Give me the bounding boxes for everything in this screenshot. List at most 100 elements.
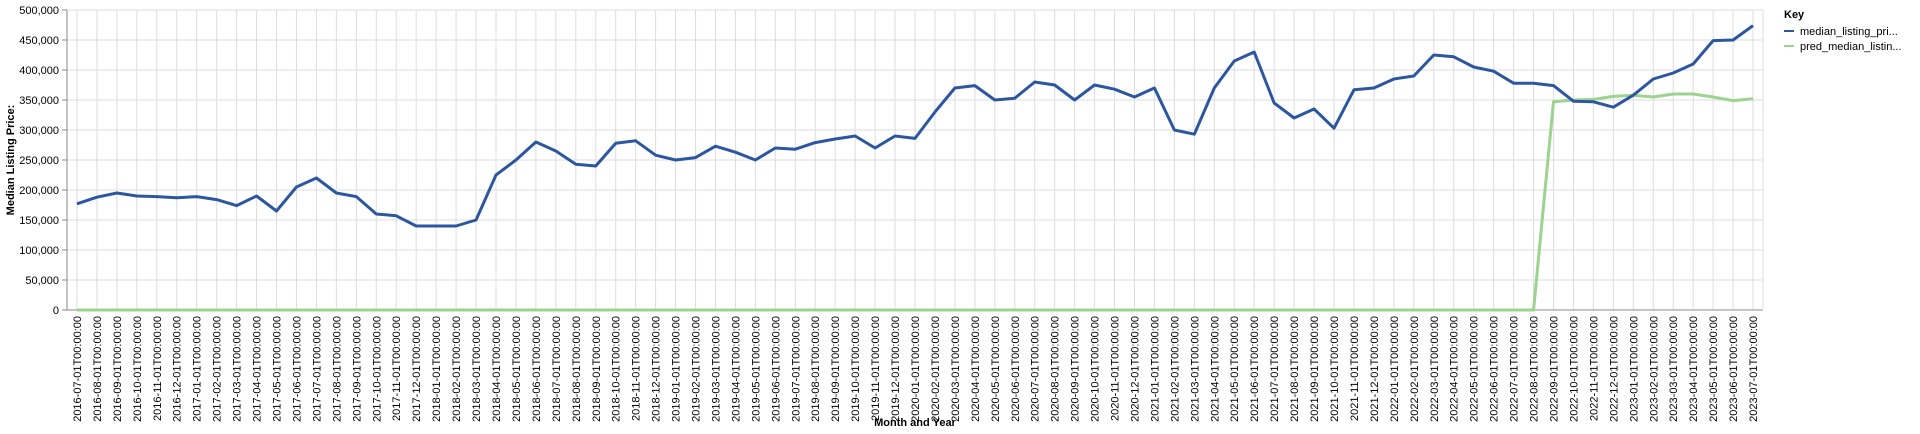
x-tick-label: 2018-08-01T00:00:00	[571, 316, 583, 422]
x-tick-label: 2018-11-01T00:00:00	[631, 316, 643, 421]
x-tick-label: 2017-10-01T00:00:00	[371, 316, 383, 422]
x-tick-label: 2021-02-01T00:00:00	[1169, 316, 1181, 422]
x-tick-label: 2019-02-01T00:00:00	[691, 316, 703, 422]
x-tick-label: 2019-10-01T00:00:00	[850, 316, 862, 422]
x-tick-label: 2018-01-01T00:00:00	[431, 316, 443, 422]
x-tick-label: 2020-08-01T00:00:00	[1050, 316, 1062, 422]
x-tick-label: 2020-03-01T00:00:00	[950, 316, 962, 422]
x-tick-label: 2023-05-01T00:00:00	[1708, 316, 1720, 422]
y-tick-label: 400,000	[19, 65, 59, 77]
x-tick-label: 2021-06-01T00:00:00	[1249, 316, 1261, 422]
x-tick-label: 2023-04-01T00:00:00	[1688, 316, 1700, 422]
x-tick-label: 2016-10-01T00:00:00	[132, 316, 144, 422]
x-tick-label: 2021-08-01T00:00:00	[1289, 316, 1301, 422]
x-tick-label: 2023-03-01T00:00:00	[1668, 316, 1680, 422]
y-tick-label: 100,000	[19, 245, 59, 257]
y-tick-label: 450,000	[19, 35, 59, 47]
x-tick-label: 2019-09-01T00:00:00	[830, 316, 842, 422]
x-tick-label: 2020-02-01T00:00:00	[930, 316, 942, 422]
x-tick-label: 2020-06-01T00:00:00	[1010, 316, 1022, 422]
x-tick-label: 2020-09-01T00:00:00	[1070, 316, 1082, 422]
x-tick-label: 2023-01-01T00:00:00	[1628, 316, 1640, 422]
y-tick-label: 350,000	[19, 95, 59, 107]
x-tick-label: 2022-07-01T00:00:00	[1509, 316, 1521, 422]
x-tick-label: 2018-09-01T00:00:00	[591, 316, 603, 422]
x-tick-label: 2020-05-01T00:00:00	[990, 316, 1002, 422]
y-tick-label: 250,000	[19, 155, 59, 167]
x-tick-label: 2018-10-01T00:00:00	[611, 316, 623, 422]
y-tick-label: 200,000	[19, 185, 59, 197]
x-tick-label: 2023-02-01T00:00:00	[1648, 316, 1660, 422]
x-tick-label: 2021-04-01T00:00:00	[1209, 316, 1221, 422]
y-tick-label: 0	[53, 305, 59, 317]
x-tick-label: 2017-04-01T00:00:00	[252, 316, 264, 422]
x-tick-label: 2021-03-01T00:00:00	[1189, 316, 1201, 422]
line-series	[76, 24, 1754, 228]
x-tick-label: 2022-02-01T00:00:00	[1409, 316, 1421, 422]
x-tick-label: 2022-12-01T00:00:00	[1608, 316, 1620, 422]
x-tick-label: 2017-11-01T00:00:00	[391, 316, 403, 421]
y-tick-label: 500,000	[19, 5, 59, 17]
line-series	[76, 92, 1754, 312]
y-tick-label: 150,000	[19, 215, 59, 227]
x-tick-label: 2017-12-01T00:00:00	[411, 316, 423, 422]
x-tick-label: 2020-12-01T00:00:00	[1129, 316, 1141, 422]
y-tick-label: 50,000	[25, 275, 59, 287]
legend-label: median_listing_pri...	[1800, 26, 1898, 38]
x-tick-label: 2023-07-01T00:00:00	[1748, 316, 1760, 422]
x-axis-title: Month and Year	[874, 417, 956, 429]
x-tick-label: 2021-10-01T00:00:00	[1329, 316, 1341, 422]
x-tick-label: 2017-06-01T00:00:00	[291, 316, 303, 422]
x-tick-label: 2022-05-01T00:00:00	[1469, 316, 1481, 422]
x-tick-label: 2017-08-01T00:00:00	[331, 316, 343, 422]
x-tick-label: 2021-12-01T00:00:00	[1369, 316, 1381, 422]
x-tick-label: 2018-12-01T00:00:00	[651, 316, 663, 422]
y-tick-label: 300,000	[19, 125, 59, 137]
legend-label: pred_median_listin...	[1800, 41, 1902, 53]
x-tick-label: 2020-10-01T00:00:00	[1090, 316, 1102, 422]
x-tick-label: 2016-09-01T00:00:00	[112, 316, 124, 422]
x-tick-label: 2017-02-01T00:00:00	[212, 316, 224, 422]
x-tick-label: 2022-03-01T00:00:00	[1429, 316, 1441, 422]
y-axis-title: Median Listing Price:	[5, 105, 17, 216]
x-tick-label: 2016-07-01T00:00:00	[72, 316, 84, 422]
x-tick-label: 2017-01-01T00:00:00	[192, 316, 204, 422]
x-tick-label: 2018-06-01T00:00:00	[531, 316, 543, 422]
x-tick-label: 2021-05-01T00:00:00	[1229, 316, 1241, 422]
x-tick-label: 2017-05-01T00:00:00	[272, 316, 284, 422]
x-tick-label: 2020-01-01T00:00:00	[910, 316, 922, 422]
x-tick-label: 2022-01-01T00:00:00	[1389, 316, 1401, 422]
x-tick-label: 2022-04-01T00:00:00	[1449, 316, 1461, 422]
x-tick-label: 2016-11-01T00:00:00	[152, 316, 164, 421]
x-tick-label: 2021-07-01T00:00:00	[1269, 316, 1281, 422]
x-tick-label: 2019-12-01T00:00:00	[890, 316, 902, 422]
x-tick-label: 2020-11-01T00:00:00	[1110, 316, 1122, 421]
x-tick-label: 2018-05-01T00:00:00	[511, 316, 523, 422]
x-tick-label: 2020-04-01T00:00:00	[970, 316, 982, 422]
x-tick-label: 2022-09-01T00:00:00	[1548, 316, 1560, 422]
x-tick-label: 2019-04-01T00:00:00	[730, 316, 742, 422]
x-tick-label: 2018-04-01T00:00:00	[491, 316, 503, 422]
x-tick-label: 2018-02-01T00:00:00	[451, 316, 463, 422]
x-tick-label: 2020-07-01T00:00:00	[1030, 316, 1042, 422]
x-tick-label: 2017-07-01T00:00:00	[311, 316, 323, 422]
x-tick-label: 2016-08-01T00:00:00	[92, 316, 104, 422]
x-tick-label: 2018-03-01T00:00:00	[471, 316, 483, 422]
x-tick-label: 2022-11-01T00:00:00	[1588, 316, 1600, 421]
x-tick-label: 2021-09-01T00:00:00	[1309, 316, 1321, 422]
x-tick-label: 2019-06-01T00:00:00	[770, 316, 782, 422]
x-tick-label: 2021-01-01T00:00:00	[1149, 316, 1161, 422]
x-tick-label: 2022-06-01T00:00:00	[1489, 316, 1501, 422]
x-tick-label: 2019-05-01T00:00:00	[750, 316, 762, 422]
x-tick-label: 2017-09-01T00:00:00	[351, 316, 363, 422]
x-tick-label: 2016-12-01T00:00:00	[172, 316, 184, 422]
x-tick-label: 2018-07-01T00:00:00	[551, 316, 563, 422]
legend-title: Key	[1784, 9, 1805, 21]
x-tick-label: 2022-10-01T00:00:00	[1568, 316, 1580, 422]
x-tick-label: 2019-08-01T00:00:00	[810, 316, 822, 422]
x-tick-label: 2019-01-01T00:00:00	[671, 316, 683, 422]
x-tick-label: 2021-11-01T00:00:00	[1349, 316, 1361, 421]
x-tick-label: 2022-08-01T00:00:00	[1529, 316, 1541, 422]
x-tick-label: 2019-03-01T00:00:00	[710, 316, 722, 422]
